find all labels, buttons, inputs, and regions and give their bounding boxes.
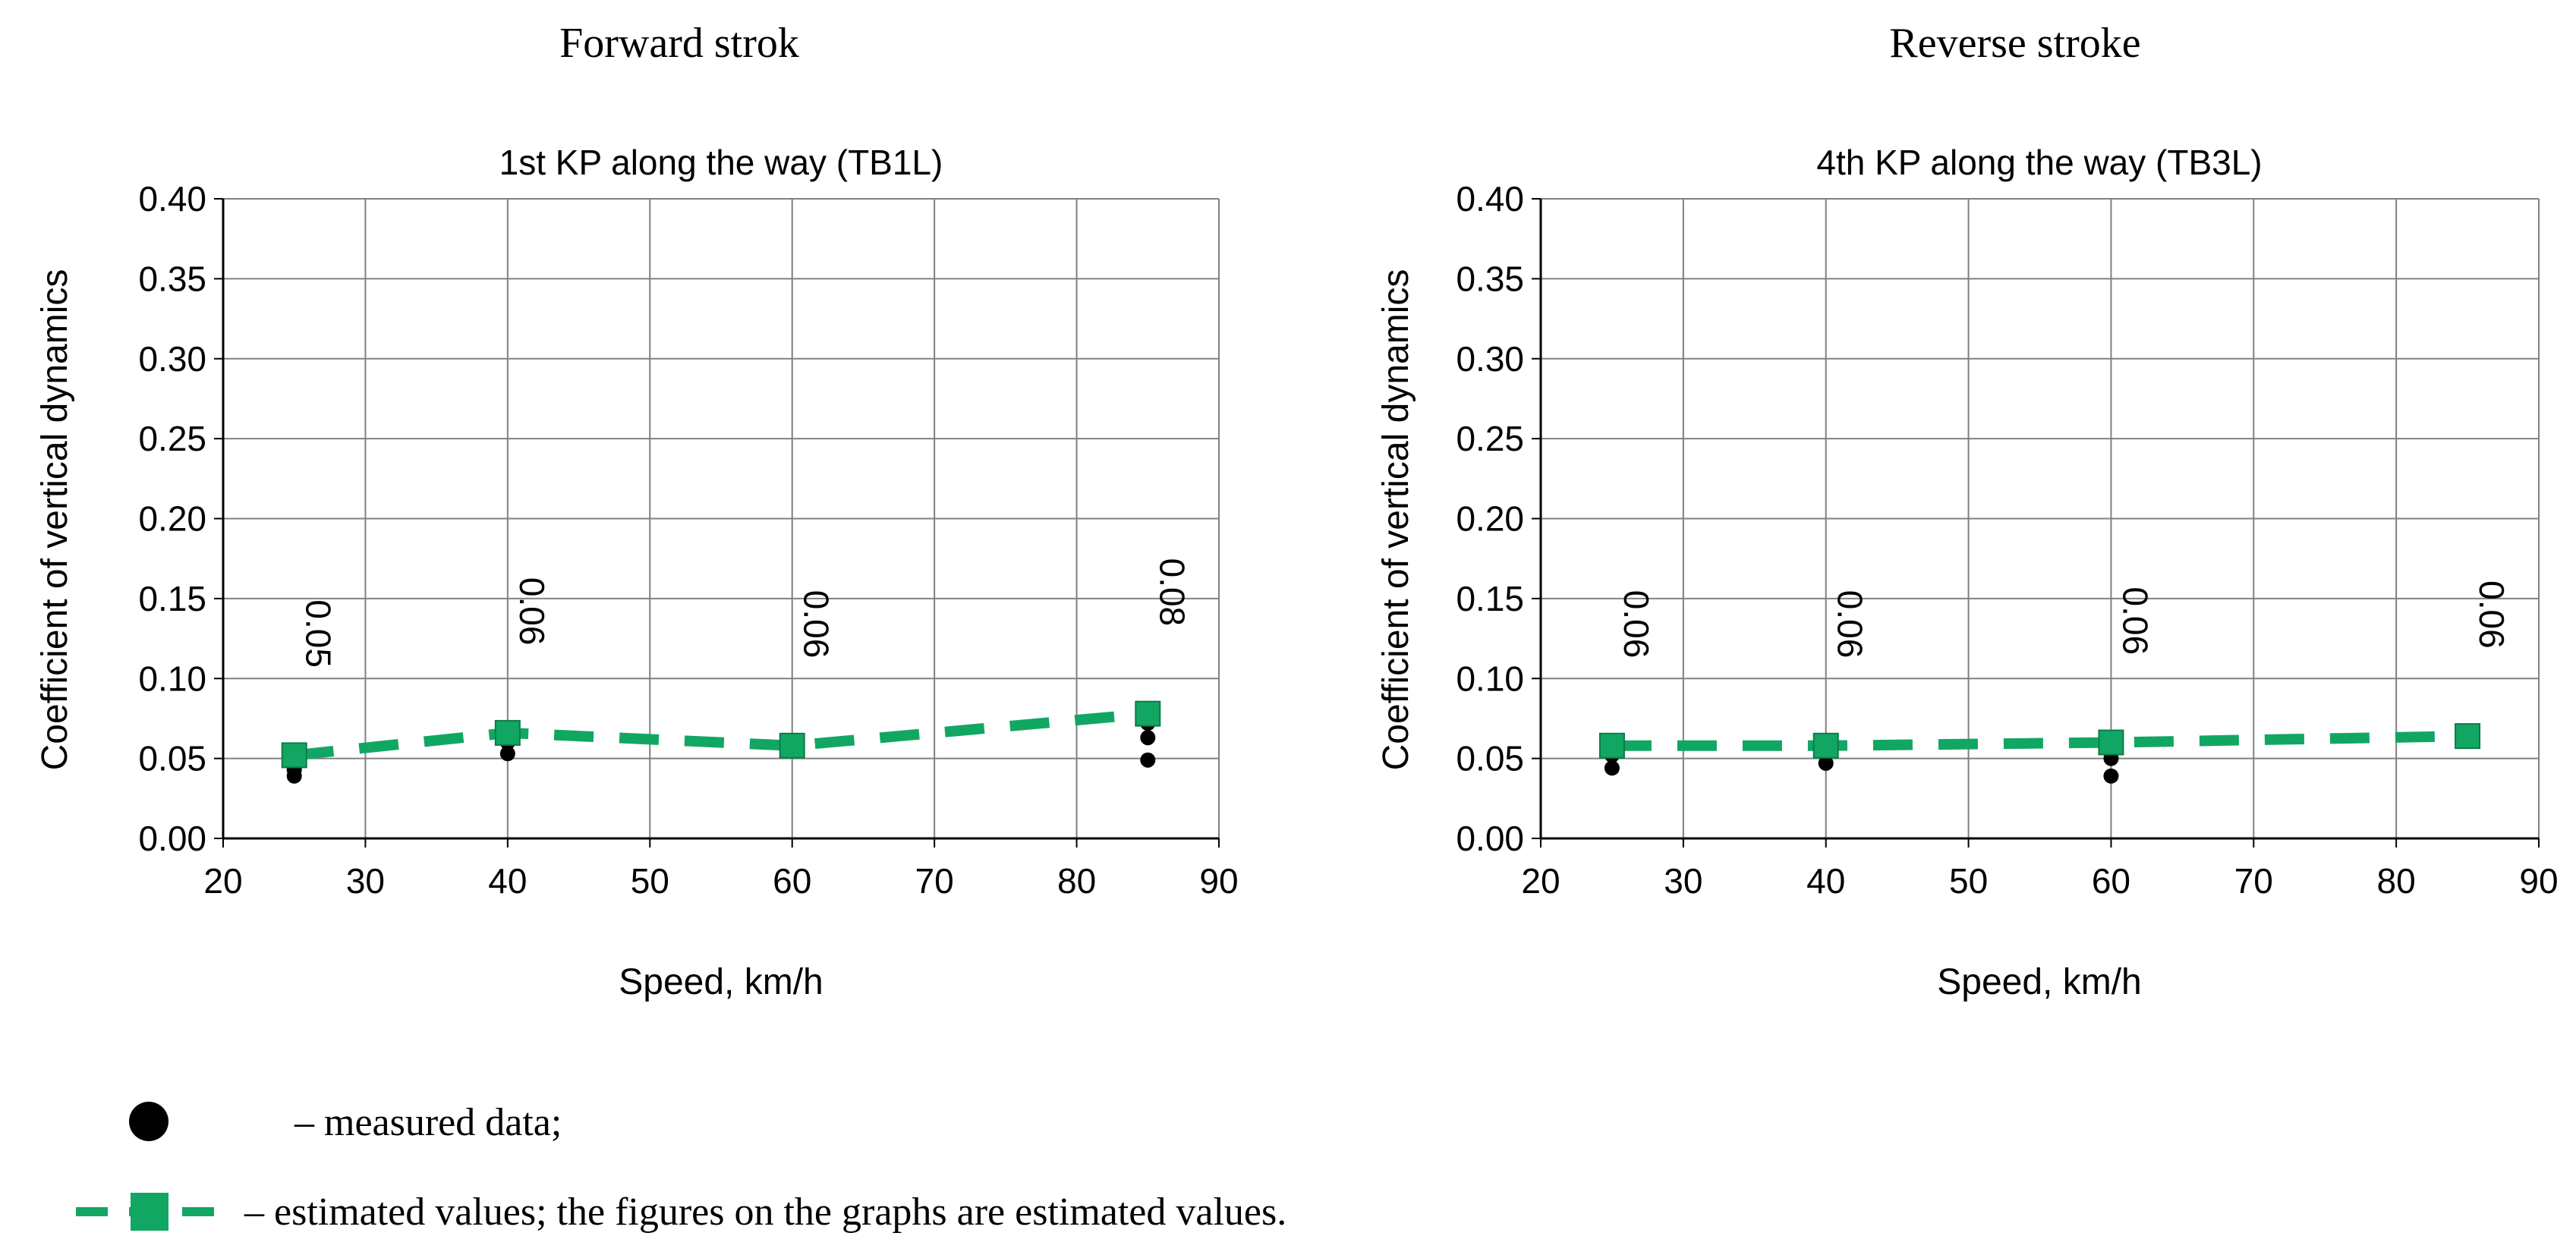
estimated-value-label: 0.08: [1152, 558, 1192, 627]
x-tick-label: 90: [2519, 861, 2558, 901]
y-tick-label: 0.25: [1456, 419, 1524, 458]
x-tick-label: 40: [1806, 861, 1845, 901]
estimated-value-labels: 0.06 0.06 0.06 0.06: [1617, 580, 2511, 658]
y-tick-label: 0.05: [138, 739, 206, 778]
y-tick-label: 0.15: [1456, 579, 1524, 618]
x-tick-label: 70: [2234, 861, 2273, 901]
y-tick-labels: 0.00 0.05 0.10 0.15 0.20 0.25 0.30 0.35 0.40: [1456, 179, 1524, 858]
estimated-value-label: 0.06: [2472, 580, 2511, 649]
estimated-series-line: [293, 708, 1148, 761]
legend: – measured data; – estimated values; the…: [76, 1101, 1286, 1234]
y-tick-label: 0.30: [138, 339, 206, 379]
grid: [1532, 198, 2540, 848]
measured-point: [1140, 730, 1156, 746]
estimated-point: [2455, 723, 2481, 750]
estimated-value-label: 0.06: [797, 590, 836, 659]
y-tick-label: 0.25: [138, 419, 206, 458]
x-tick-labels: 20 30 40 50 60 70 80 90: [203, 861, 1238, 901]
x-axis-label: Speed, km/h: [619, 962, 823, 1002]
header-reverse: Reverse stroke: [1889, 20, 2140, 67]
legend-estimated-marker: [131, 1193, 168, 1231]
y-tick-label: 0.35: [138, 259, 206, 298]
y-tick-label: 0.05: [1456, 739, 1524, 778]
measured-point: [1140, 752, 1156, 768]
legend-estimated-label: – estimated values; the figures on the g…: [244, 1190, 1286, 1234]
x-tick-label: 60: [2092, 861, 2130, 901]
estimated-point: [1135, 700, 1161, 727]
estimated-value-label: 0.06: [1831, 590, 1870, 659]
y-tick-label: 0.40: [138, 179, 206, 219]
y-tick-label: 0.00: [1456, 819, 1524, 858]
x-tick-label: 90: [1199, 861, 1238, 901]
estimated-point: [2098, 729, 2124, 756]
x-tick-labels: 20 30 40 50 60 70 80 90: [1521, 861, 2558, 901]
y-axis-label: Coefficient of vertical dynamics: [1376, 269, 1416, 771]
chart-title: 1st KP along the way (TB1L): [499, 143, 943, 182]
estimated-value-label: 0.05: [299, 599, 339, 668]
y-axis-label: Coefficient of vertical dynamics: [35, 269, 75, 771]
y-tick-label: 0.10: [1456, 659, 1524, 698]
estimated-value-label: 0.06: [2115, 587, 2155, 656]
y-tick-label: 0.15: [138, 579, 206, 618]
header-forward: Forward strok: [559, 20, 799, 67]
legend-measured-marker: [129, 1102, 168, 1141]
estimated-series-line: [1611, 731, 2468, 751]
x-tick-label: 30: [346, 861, 385, 901]
x-tick-label: 50: [631, 861, 669, 901]
chart-title: 4th KP along the way (TB3L): [1816, 143, 2262, 182]
x-tick-label: 80: [2377, 861, 2416, 901]
estimated-value-labels: 0.05 0.06 0.06 0.08: [299, 558, 1192, 668]
x-tick-label: 20: [203, 861, 242, 901]
estimated-point: [281, 742, 307, 769]
y-tick-label: 0.35: [1456, 259, 1524, 298]
estimated-point: [1598, 732, 1625, 759]
x-axis-label: Speed, km/h: [1937, 962, 2141, 1002]
measured-point: [499, 746, 515, 762]
x-tick-label: 30: [1664, 861, 1702, 901]
x-tick-label: 60: [773, 861, 811, 901]
estimated-series-markers: [1598, 723, 2481, 759]
estimated-line: [1611, 731, 2468, 751]
estimated-point: [1812, 732, 1839, 759]
estimated-point: [494, 719, 521, 746]
measured-point: [1604, 760, 1620, 776]
legend-measured-label: – measured data;: [294, 1101, 562, 1144]
x-tick-label: 40: [488, 861, 527, 901]
chart-forward: 1st KP along the way (TB1L) 0.00 0.05 0.10…: [35, 143, 1239, 1002]
y-tick-label: 0.10: [138, 659, 206, 698]
estimated-series-markers: [281, 700, 1161, 769]
x-tick-label: 50: [1949, 861, 1988, 901]
x-tick-label: 70: [915, 861, 954, 901]
y-tick-label: 0.00: [138, 819, 206, 858]
y-tick-labels: 0.00 0.05 0.10 0.15 0.20 0.25 0.30 0.35 0.40: [138, 179, 206, 858]
y-tick-label: 0.40: [1456, 179, 1524, 219]
estimated-value-label: 0.06: [512, 577, 552, 646]
x-tick-label: 80: [1057, 861, 1096, 901]
chart-reverse: 4th KP along the way (TB3L) 0.00 0.05 0.10…: [1376, 143, 2559, 1002]
y-tick-label: 0.20: [138, 499, 206, 539]
estimated-point: [779, 732, 805, 759]
x-tick-label: 20: [1521, 861, 1560, 901]
measured-point: [1818, 755, 1834, 771]
measured-point: [2103, 768, 2119, 784]
estimated-value-label: 0.06: [1617, 590, 1656, 659]
y-tick-label: 0.30: [1456, 339, 1524, 379]
y-tick-label: 0.20: [1456, 499, 1524, 539]
estimated-line: [293, 708, 1148, 761]
grid: [214, 198, 1220, 848]
